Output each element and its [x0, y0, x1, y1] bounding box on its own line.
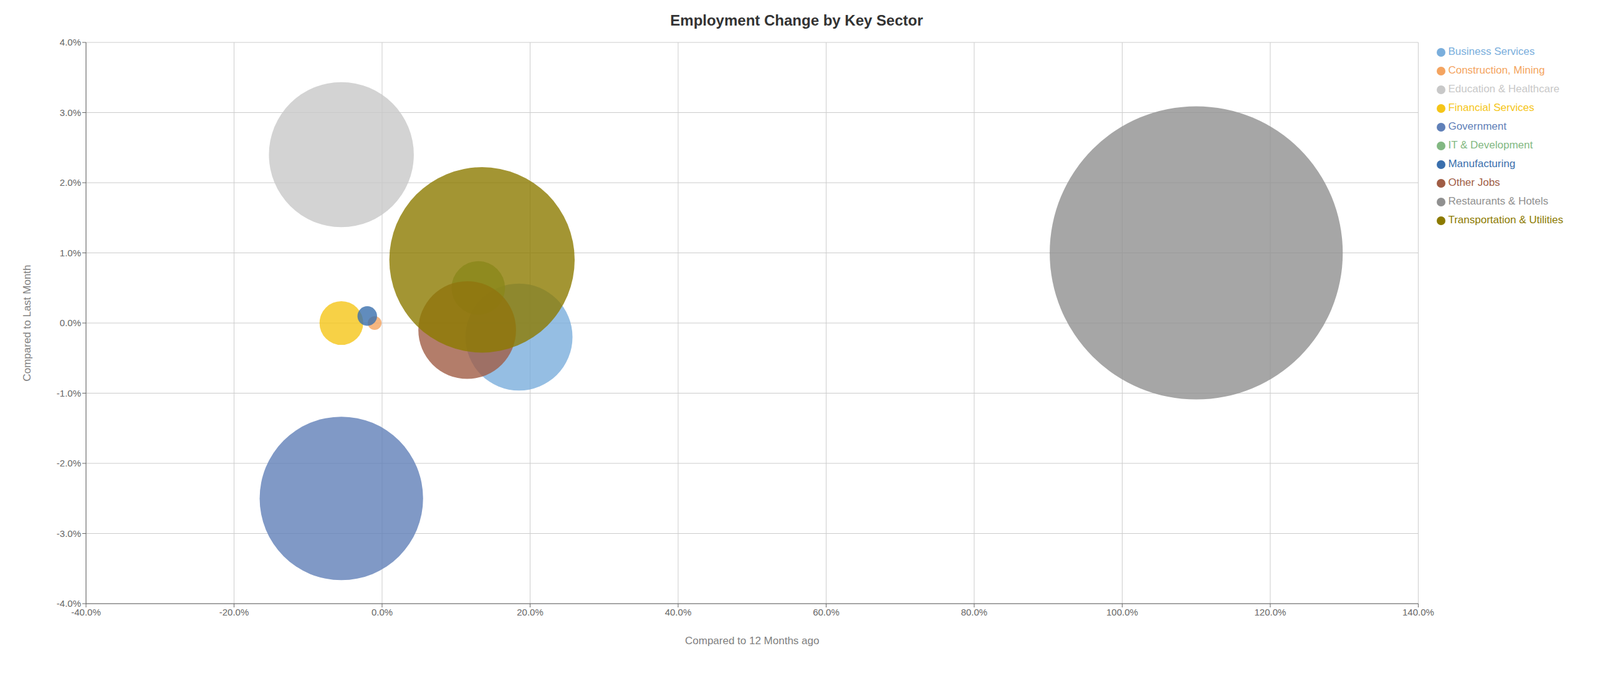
svg-text:Compared to Last Month: Compared to Last Month — [21, 264, 34, 381]
html-text:Employment Change by Key Secto: Employment Change by Key Sector — [670, 11, 923, 29]
svg-text:100.0%: 100.0% — [1106, 606, 1139, 618]
html-text:Transportation & Utilities: Transportation & Utilities — [1448, 213, 1564, 226]
svg-text:2.0%: 2.0% — [59, 177, 82, 188]
svg-text:0.0%: 0.0% — [59, 317, 82, 328]
svg-text:40.0%: 40.0% — [665, 606, 692, 618]
svg-text:-2.0%: -2.0% — [56, 457, 82, 469]
svg-text:-40.0%: -40.0% — [71, 606, 101, 617]
svg-text:20.0%: 20.0% — [516, 606, 544, 618]
svg-text:0.0%: 0.0% — [371, 606, 393, 618]
svg-text:3.0%: 3.0% — [59, 107, 82, 118]
svg-text:120.0%: 120.0% — [1254, 606, 1287, 618]
svg-text:1.0%: 1.0% — [59, 247, 82, 259]
html-text:Government: Government — [1448, 120, 1507, 133]
html-text:Manufacturing: Manufacturing — [1448, 157, 1516, 170]
svg-text:-20.0%: -20.0% — [219, 606, 250, 618]
svg-text:-3.0%: -3.0% — [56, 527, 82, 539]
svg-text:4.0%: 4.0% — [59, 36, 82, 48]
html-text:Education & Healthcare: Education & Healthcare — [1448, 82, 1560, 95]
html-text:Business Services: Business Services — [1448, 45, 1535, 58]
html-text:Restaurants & Hotels: Restaurants & Hotels — [1448, 195, 1549, 207]
svg-text:-1.0%: -1.0% — [56, 387, 82, 399]
svg-text:-4.0%: -4.0% — [56, 597, 82, 609]
html-text:Other Jobs: Other Jobs — [1448, 176, 1501, 189]
svg-text:60.0%: 60.0% — [812, 606, 840, 618]
svg-text:Compared to 12 Months ago: Compared to 12 Months ago — [685, 634, 820, 647]
svg-text:80.0%: 80.0% — [961, 606, 988, 618]
html-text:Construction, Mining: Construction, Mining — [1448, 64, 1545, 77]
html-text:Financial Services: Financial Services — [1448, 101, 1535, 114]
html-text:IT & Development: IT & Development — [1448, 138, 1533, 151]
svg-text:140.0%: 140.0% — [1402, 606, 1435, 618]
